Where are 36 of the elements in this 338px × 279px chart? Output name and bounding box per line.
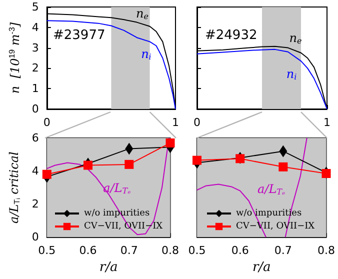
y-axis-title: n [1019 m-3]	[8, 22, 22, 94]
y-tick-label: 1	[32, 82, 39, 96]
x-tick-label: 0.6	[79, 244, 97, 258]
x-axis-title: r/a	[99, 260, 118, 275]
y-tick-label: 4	[32, 20, 39, 34]
x-tick-label: 0.6	[231, 244, 249, 258]
x-tick-label: 1	[172, 116, 179, 129]
x-axis-title: r/a	[252, 260, 271, 275]
annotation: #24932	[205, 28, 258, 43]
point	[42, 170, 52, 179]
x-tick-label: 0	[43, 116, 50, 129]
point	[192, 156, 202, 165]
y-tick-label: 2	[32, 198, 39, 211]
y-tick-label: 0	[32, 102, 39, 116]
y-tick-label: 6	[32, 132, 39, 144]
x-tick-label: 0	[194, 116, 200, 129]
x-tick-label: 0.7	[120, 244, 138, 258]
y-tick-label: 2	[32, 62, 39, 75]
y-tick-label: 4	[32, 164, 39, 178]
x-tick-label: 1	[324, 116, 330, 129]
y-tick-label: 5	[32, 0, 39, 14]
y-axis-title: a/LTᵢ critical	[7, 151, 22, 224]
y-tick-label: 3	[32, 41, 39, 54]
x-tick-label: 0.5	[38, 244, 56, 258]
point	[124, 160, 134, 169]
point	[84, 160, 93, 170]
y-tick-label: 0	[32, 230, 39, 244]
point	[166, 138, 175, 148]
x-tick-label: 0.5	[188, 244, 206, 258]
x-tick-label: 0.8	[162, 244, 180, 258]
annotation: #23977	[53, 28, 106, 43]
x-tick-label: 0.8	[318, 244, 336, 258]
x-tick-label: 0.7	[274, 244, 292, 258]
point	[236, 154, 245, 164]
point	[322, 169, 331, 178]
point	[278, 162, 288, 172]
